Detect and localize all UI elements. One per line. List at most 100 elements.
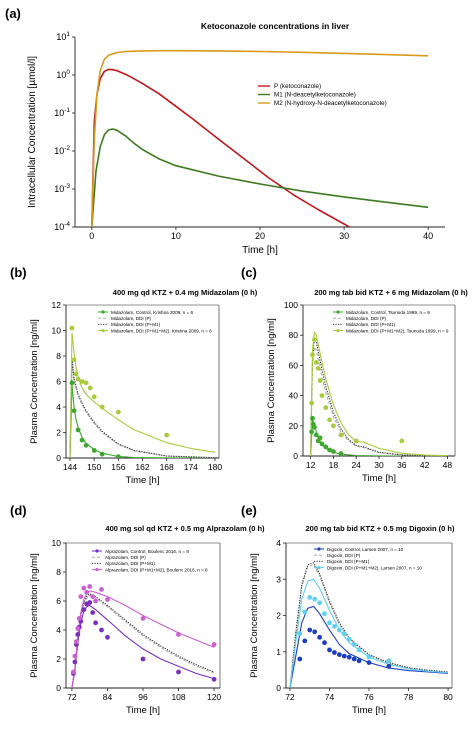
series-line-2 — [71, 594, 215, 688]
data-point-1 — [79, 437, 85, 443]
chart-panel-2: (b) 400 mg qd KTZ + 0.4 mg Midazolam (0 h… — [10, 265, 258, 486]
x-tick-label: 162 — [135, 462, 149, 472]
data-point-1 — [331, 449, 336, 454]
data-point-2 — [87, 584, 93, 589]
y-axis-label: Plasma Concentration [ng/ml] — [29, 553, 40, 678]
data-point-2 — [353, 438, 359, 444]
legend-label: Midazolam, DDI (P+M1+M2), Krishna 2009, … — [111, 328, 212, 333]
y-tick-label: 10-3 — [54, 183, 70, 194]
chart-panel-3: (c) 200 mg tab bid KTZ + 6 mg Midazolam (… — [241, 265, 468, 484]
chart-panel-1: (a) Ketoconazole concentrations in liver 0… — [5, 6, 445, 256]
legend-marker — [95, 549, 99, 553]
legend-marker — [101, 310, 105, 314]
y-tick-label: 4 — [56, 402, 61, 412]
y-tick-label: 20 — [289, 421, 299, 431]
data-point-1 — [93, 620, 98, 626]
y-tick-label: 10-1 — [54, 107, 70, 118]
legend-label: Digoxin, Control, Larsen 2007, n = 10 — [327, 547, 404, 552]
data-point-1 — [176, 669, 181, 675]
data-point-2 — [319, 393, 325, 398]
x-axis-label: Time [h] — [242, 245, 278, 256]
x-tick-label: 30 — [339, 231, 349, 241]
series-line-3 — [71, 593, 215, 688]
x-tick-label: 72 — [67, 692, 77, 702]
plot-area — [91, 49, 429, 227]
x-tick-label: 84 — [103, 692, 113, 702]
data-point-2 — [69, 325, 75, 331]
y-axis-label: Plasma Concentration [ng/ml] — [249, 553, 260, 678]
data-point-2 — [309, 400, 314, 406]
plot-area — [71, 584, 217, 688]
data-point-2 — [105, 597, 110, 602]
x-tick-label: 80 — [443, 692, 453, 702]
x-tick-label: 72 — [285, 692, 295, 702]
x-tick-label: 42 — [420, 460, 430, 470]
panel-label: (a) — [5, 6, 21, 21]
data-point-1 — [309, 429, 314, 435]
x-tick-label: 78 — [404, 692, 414, 702]
legend-label: Digoxin, DDI (P) — [327, 553, 361, 558]
data-point-2 — [297, 631, 303, 636]
data-point-2 — [74, 639, 79, 644]
y-tick-label: 10-4 — [54, 221, 70, 232]
legend-marker — [317, 547, 321, 551]
data-point-2 — [338, 432, 344, 438]
x-tick-label: 74 — [325, 692, 335, 702]
legend-marker — [336, 310, 340, 314]
data-point-1 — [75, 632, 81, 637]
x-tick-label: 0 — [89, 231, 94, 241]
legend-label: Alprazolam, Control, Boulenc 2016, n = 8 — [105, 549, 189, 554]
data-point-1 — [356, 658, 362, 664]
chart-title: Ketoconazole concentrations in liver — [201, 21, 350, 31]
legend-label: Midazolam, Control, Tsunoda 1999, n = 9 — [346, 310, 430, 315]
legend-label: M1 (N-deacetylketoconazole) — [274, 91, 356, 98]
data-point-1 — [72, 659, 78, 665]
data-point-1 — [71, 408, 77, 414]
x-tick-label: 180 — [208, 462, 222, 472]
data-point-2 — [332, 624, 337, 629]
legend: Midazolam, Control, Tsunoda 1999, n = 9M… — [333, 310, 449, 333]
legend: Midazolam, Control, Krishna 2009, n = 6 M… — [98, 310, 212, 333]
data-point-2 — [164, 432, 170, 438]
x-tick-label: 150 — [87, 462, 101, 472]
legend-label: Midazolam, Control, Krishna 2009, n = 6 — [111, 310, 194, 315]
x-tick-label: 48 — [443, 460, 453, 470]
chart-panel-4: (d) 400 mg sol qd KTZ + 0.5 mg Alprazolam… — [10, 503, 265, 716]
data-point-1 — [332, 650, 337, 655]
legend-label: P (ketoconazole) — [274, 83, 321, 90]
y-tick-label: 0 — [56, 453, 61, 463]
data-point-1 — [327, 447, 332, 453]
data-point-1 — [99, 451, 105, 457]
data-point-1 — [337, 652, 342, 657]
y-tick-label: 100 — [284, 300, 298, 310]
y-tick-label: 10 — [52, 538, 62, 548]
data-point-2 — [71, 357, 77, 363]
x-tick-label: 174 — [184, 462, 198, 472]
data-point-2 — [115, 409, 121, 415]
legend-marker — [317, 566, 321, 570]
data-point-2 — [315, 366, 321, 371]
data-point-2 — [327, 620, 332, 626]
data-point-2 — [366, 654, 372, 660]
data-point-2 — [307, 595, 313, 600]
data-point-1 — [366, 660, 372, 665]
data-point-2 — [93, 598, 98, 604]
chart-title: 400 mg qd KTZ + 0.4 mg Midazolam (0 h) — [113, 288, 258, 297]
series-line-1 — [289, 605, 449, 688]
y-axis-label: Plasma Concentration [ng/ml] — [266, 318, 277, 443]
data-point-2 — [322, 611, 327, 617]
series-line-3 — [289, 562, 449, 688]
plot-area — [69, 325, 216, 458]
y-tick-label: 8 — [56, 351, 61, 361]
data-point-2 — [79, 379, 85, 384]
x-tick-label: 24 — [351, 460, 361, 470]
data-point-1 — [317, 634, 322, 640]
panel-label: (c) — [241, 265, 257, 280]
data-point-2 — [386, 658, 392, 664]
data-point-2 — [91, 394, 97, 400]
data-point-1 — [297, 656, 303, 662]
x-axis-label: Time [h] — [352, 705, 386, 716]
data-point-2 — [176, 632, 181, 637]
data-point-2 — [211, 642, 217, 647]
